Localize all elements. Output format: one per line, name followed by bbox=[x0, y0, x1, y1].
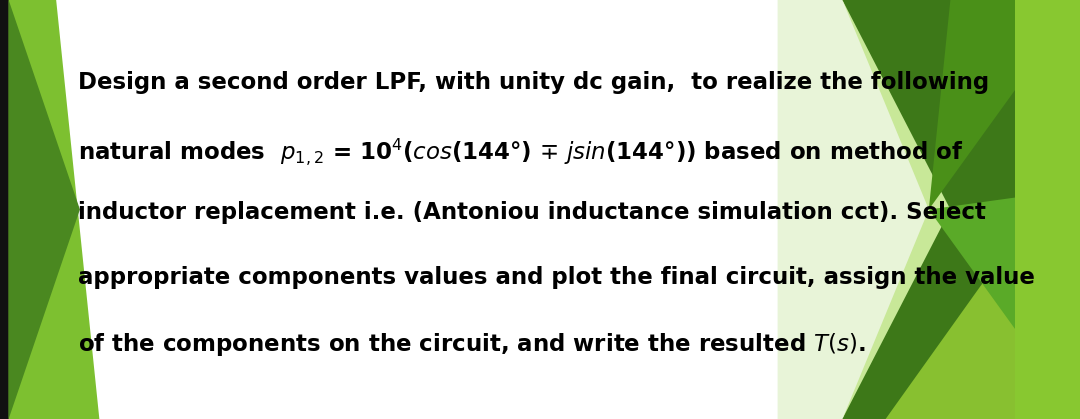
Polygon shape bbox=[842, 147, 1080, 419]
Polygon shape bbox=[0, 0, 9, 419]
Text: inductor replacement i.e. (Antoniou inductance simulation cct). Select: inductor replacement i.e. (Antoniou indu… bbox=[78, 201, 986, 224]
Polygon shape bbox=[842, 0, 1080, 419]
Polygon shape bbox=[1015, 0, 1080, 419]
Polygon shape bbox=[778, 0, 929, 419]
Text: Design a second order LPF, with unity dc gain,  to realize the following: Design a second order LPF, with unity dc… bbox=[78, 71, 989, 94]
Polygon shape bbox=[842, 0, 950, 419]
Text: natural modes  $p_{1,2}$ = 10$^4$($cos$(144°) $\mp$ $jsin$(144°)) based on metho: natural modes $p_{1,2}$ = 10$^4$($cos$(1… bbox=[78, 136, 963, 167]
Polygon shape bbox=[929, 189, 1080, 419]
Polygon shape bbox=[929, 0, 1080, 210]
Polygon shape bbox=[9, 0, 80, 419]
Text: appropriate components values and plot the final circuit, assign the value: appropriate components values and plot t… bbox=[78, 266, 1035, 289]
Polygon shape bbox=[9, 0, 99, 419]
Text: of the components on the circuit, and write the resulted $T(s)$.: of the components on the circuit, and wr… bbox=[78, 331, 865, 358]
